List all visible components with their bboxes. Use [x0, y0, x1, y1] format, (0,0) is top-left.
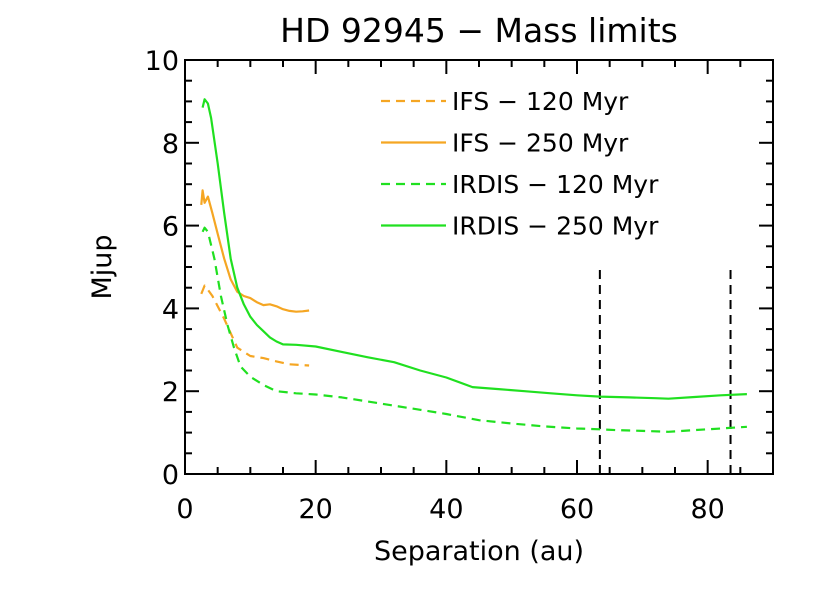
y-tick-label: 8	[162, 129, 179, 160]
x-tick-label: 40	[429, 494, 463, 525]
chart-title: HD 92945 − Mass limits	[280, 11, 678, 50]
x-tick-label: 0	[176, 494, 193, 525]
x-tick-label: 80	[690, 494, 724, 525]
series-lines	[200, 98, 747, 433]
legend-label: IFS − 250 Myr	[452, 129, 629, 158]
series-line	[201, 98, 747, 400]
legend-label: IRDIS − 250 Myr	[452, 212, 659, 241]
y-tick-label: 2	[162, 377, 179, 408]
plot-area	[184, 59, 774, 475]
x-tick-label: 60	[560, 494, 594, 525]
y-tick-label: 4	[162, 294, 179, 325]
y-tick-label: 0	[162, 460, 179, 491]
legend-label: IFS − 120 Myr	[452, 87, 629, 116]
legend: IFS − 120 Myr IFS − 250 Myr IRDIS − 120 My…	[381, 87, 659, 241]
tick-labels: 0 20 40 60 80 0 2 4 6 8 10	[145, 46, 725, 525]
plot-frame	[184, 59, 774, 475]
separation-markers	[598, 267, 732, 474]
series-line	[201, 226, 747, 433]
series-line	[200, 284, 310, 367]
legend-label: IRDIS − 120 Myr	[452, 170, 659, 199]
y-axis-label: Mjup	[87, 234, 118, 299]
y-tick-label: 10	[145, 46, 179, 77]
y-tick-label: 6	[162, 212, 179, 243]
axis-ticks	[184, 59, 774, 475]
series-line	[200, 189, 310, 313]
x-axis-label: Separation (au)	[374, 536, 584, 567]
x-tick-label: 20	[298, 494, 332, 525]
